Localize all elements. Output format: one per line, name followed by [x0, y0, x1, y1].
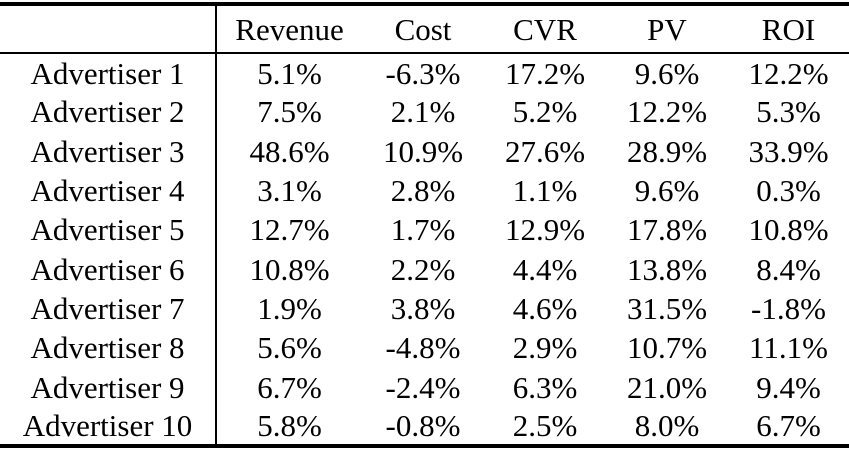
cell-revenue: 5.1% — [257, 55, 322, 91]
cell-revenue: 7.5% — [257, 94, 322, 130]
cell-cvr: 4.4% — [512, 251, 578, 287]
table-row: Advertiser 10 5.8% -0.8% 2.5% 8.0% 6.7% — [0, 406, 849, 446]
cell-cost: 10.9% — [382, 133, 464, 169]
column-header-cost: Cost — [394, 11, 452, 47]
cell-pv: 31.5% — [626, 290, 708, 326]
cell-cvr: 6.3% — [512, 369, 578, 405]
row-label: Advertiser 5 — [0, 210, 217, 250]
cell-cost: -0.8% — [385, 407, 461, 443]
cell-pv: 8.0% — [634, 407, 700, 443]
table-body: Advertiser 1 5.1% -6.3% 17.2% 9.6% 12.2% Adver… — [0, 53, 849, 446]
cell-pv: 28.9% — [626, 133, 708, 169]
cell-cost: 1.7% — [390, 212, 456, 248]
table-row: Advertiser 9 6.7% -2.4% 6.3% 21.0% 9.4% — [0, 367, 849, 407]
cell-pv: 17.8% — [626, 212, 708, 248]
cell-pv: 12.2% — [626, 94, 708, 130]
cell-cost: -6.3% — [385, 55, 461, 91]
cell-cvr: 2.9% — [512, 330, 578, 366]
row-label: Advertiser 6 — [0, 249, 217, 289]
row-label: Advertiser 7 — [0, 288, 217, 329]
cell-revenue: 5.6% — [257, 330, 322, 366]
cell-cost: -2.4% — [385, 369, 461, 405]
cell-roi: 0.3% — [756, 173, 821, 209]
cell-revenue: 1.9% — [257, 290, 322, 326]
column-header-roi: ROI — [761, 11, 816, 47]
cell-cvr: 2.5% — [512, 407, 578, 443]
table-row: Advertiser 2 7.5% 2.1% 5.2% 12.2% 5.3% — [0, 92, 849, 132]
advertiser-metrics-table: Revenue Cost CVR PV ROI Advertiser 1 5.1%… — [0, 2, 849, 448]
cell-cost: 2.2% — [390, 251, 456, 287]
cell-roi: 6.7% — [756, 407, 821, 443]
cell-pv: 9.6% — [634, 55, 700, 91]
table-row: Advertiser 7 1.9% 3.8% 4.6% 31.5% -1.8% — [0, 288, 849, 329]
cell-roi: 8.4% — [756, 251, 821, 287]
row-label: Advertiser 10 — [0, 406, 217, 446]
cell-cvr: 12.9% — [504, 212, 586, 248]
cell-revenue: 48.6% — [249, 133, 330, 169]
table-row: Advertiser 8 5.6% -4.8% 2.9% 10.7% 11.1% — [0, 328, 849, 368]
row-label: Advertiser 1 — [0, 53, 217, 93]
cell-cost: -4.8% — [385, 330, 461, 366]
cell-revenue: 3.1% — [257, 173, 322, 209]
header-row: Revenue Cost CVR PV ROI — [0, 4, 849, 53]
cell-cvr: 17.2% — [504, 55, 586, 91]
row-label: Advertiser 8 — [0, 328, 217, 368]
cell-pv: 10.7% — [626, 330, 708, 366]
column-header-revenue: Revenue — [235, 11, 344, 47]
cell-cvr: 5.2% — [512, 94, 578, 130]
table-row: Advertiser 3 48.6% 10.9% 27.6% 28.9% 33.9% — [0, 131, 849, 171]
cell-revenue: 12.7% — [249, 212, 330, 248]
cell-cost: 2.8% — [390, 173, 456, 209]
row-label: Advertiser 3 — [0, 131, 217, 171]
cell-pv: 13.8% — [626, 251, 708, 287]
cell-roi: 10.8% — [748, 212, 829, 248]
row-label: Advertiser 9 — [0, 367, 217, 407]
cell-pv: 21.0% — [626, 369, 708, 405]
cell-roi: 5.3% — [756, 94, 821, 130]
cell-roi: 33.9% — [748, 133, 829, 169]
row-label: Advertiser 2 — [0, 92, 217, 132]
cell-cvr: 27.6% — [504, 133, 586, 169]
corner-cell — [0, 4, 217, 53]
cell-cost: 2.1% — [390, 94, 456, 130]
table-row: Advertiser 5 12.7% 1.7% 12.9% 17.8% 10.8% — [0, 210, 849, 250]
cell-pv: 9.6% — [634, 173, 700, 209]
table-row: Advertiser 6 10.8% 2.2% 4.4% 13.8% 8.4% — [0, 249, 849, 289]
cell-roi: 9.4% — [756, 369, 821, 405]
row-label: Advertiser 4 — [0, 170, 217, 211]
cell-roi: 12.2% — [748, 55, 829, 91]
cell-cvr: 1.1% — [512, 173, 578, 209]
column-header-cvr: CVR — [513, 11, 577, 47]
table-row: Advertiser 1 5.1% -6.3% 17.2% 9.6% 12.2% — [0, 53, 849, 93]
cell-roi: 11.1% — [749, 330, 828, 366]
column-header-pv: PV — [647, 11, 687, 47]
table-row: Advertiser 4 3.1% 2.8% 1.1% 9.6% 0.3% — [0, 170, 849, 211]
cell-revenue: 6.7% — [257, 369, 322, 405]
cell-cost: 3.8% — [390, 290, 456, 326]
cell-revenue: 10.8% — [249, 251, 330, 287]
cell-revenue: 5.8% — [257, 407, 322, 443]
cell-cvr: 4.6% — [512, 290, 578, 326]
cell-roi: -1.8% — [751, 290, 826, 326]
